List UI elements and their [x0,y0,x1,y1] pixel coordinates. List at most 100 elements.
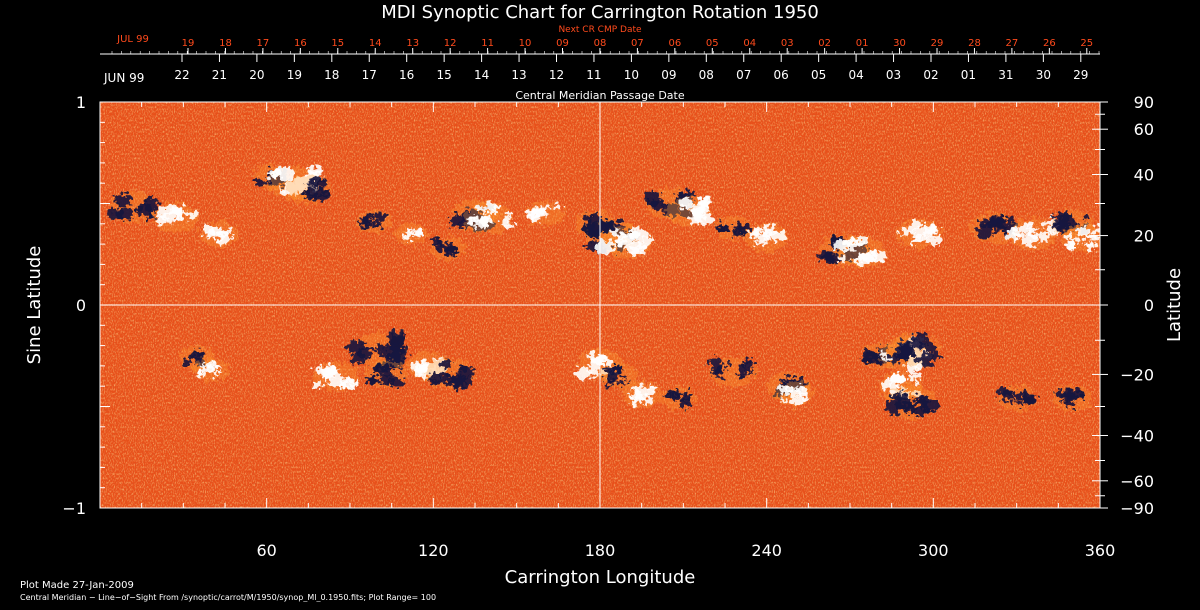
region-patch [1054,221,1064,229]
region-patch [534,217,541,223]
positive-region [394,222,428,245]
region-patch [1012,391,1024,400]
x-tick-label: 120 [418,541,449,560]
positive-region [595,225,655,260]
region-patch [929,236,942,246]
region-patch [193,349,200,355]
region-patch [897,340,914,353]
next-cmp-date-label: 07 [631,38,644,49]
region-patch [185,210,198,220]
region-patch [629,397,637,404]
region-patch [732,230,740,236]
x-axis-label: Carrington Longitude [505,567,696,588]
latitude-tick-label: −40 [1120,426,1154,445]
region-patch [902,395,908,399]
region-patch [595,240,615,255]
latitude-axis-label: Latitude [1164,268,1185,342]
y-tick-label: 0 [76,296,86,315]
next-cmp-date-label: 13 [406,38,419,49]
region-patch [645,386,657,396]
x-tick-label: 360 [1085,541,1116,560]
region-patch [762,232,772,240]
cmp-date-label: 30 [1036,68,1051,82]
region-patch [1064,234,1073,240]
next-cmp-date-label: 17 [257,38,270,49]
next-cmp-date-label: 11 [481,38,494,49]
source-info-text: Central Meridian − Line−of−Sight From /s… [20,593,436,602]
next-cmp-date-label: 18 [219,38,232,49]
region-patch [381,345,386,350]
region-patch [1055,390,1065,398]
region-patch [911,333,929,348]
cmp-date-label: 16 [399,68,414,82]
region-patch [428,378,437,384]
region-patch [683,398,688,403]
plot-made-text: Plot Made 27-Jan-2009 [20,580,134,591]
next-cmp-axis-label: Next CR CMP Date [558,25,642,35]
region-patch [209,361,218,368]
region-patch [664,389,676,399]
region-patch [896,378,902,383]
region-patch [1011,399,1017,404]
negative-region [884,385,939,420]
cmp-date-label: 07 [736,68,751,82]
cmp-date-label: 21 [212,68,227,82]
region-patch [274,166,295,182]
positive-region [834,236,886,269]
region-patch [357,346,374,359]
cmp-date-label: 29 [1073,68,1088,82]
region-patch [1082,240,1090,246]
region-patch [218,229,229,238]
positive-region [152,202,198,233]
negative-region [659,386,696,411]
positive-region [199,220,240,247]
region-patch [707,357,723,369]
region-patch [742,358,755,369]
region-patch [584,214,592,220]
region-patch [299,192,304,196]
region-patch [1024,390,1030,395]
region-patch [1064,241,1076,250]
region-patch [1017,401,1025,408]
next-cmp-date-label: 04 [743,38,756,49]
region-patch [908,372,920,381]
region-patch [890,352,905,364]
region-patch [185,354,195,362]
region-patch [1092,225,1100,235]
region-patch [552,204,560,210]
region-patch [476,206,485,213]
region-patch [1021,396,1027,401]
region-patch [788,387,801,397]
region-patch [798,391,807,398]
region-patch [914,380,921,386]
next-cmp-date-label: 27 [1006,38,1019,49]
region-patch [313,366,324,375]
region-patch [115,194,132,207]
y-axis: 1 0 −1 [62,93,110,518]
region-patch [111,195,117,199]
next-cmp-date-label: 02 [818,38,831,49]
region-patch [1016,232,1024,239]
cmp-date-label: 11 [586,68,601,82]
region-patch [636,393,647,402]
cmp-date-label: 13 [511,68,526,82]
region-patch [603,367,611,373]
latitude-axis: 90 60 40 20 0 −20 −40 −60 −90 [1092,93,1154,518]
region-patch [1052,212,1067,224]
next-cmp-date-label: 03 [781,38,794,49]
negative-region [364,360,408,389]
region-patch [302,189,309,195]
region-patch [208,367,216,373]
cmp-date-label: 19 [287,68,302,82]
region-patch [533,207,548,218]
next-cmp-date-label: 06 [668,38,681,49]
region-patch [685,391,693,398]
positive-region [666,196,714,227]
region-patch [870,250,886,262]
region-patch [314,381,324,389]
region-patch [312,194,319,200]
region-patch [304,193,315,201]
cmp-date-label: 18 [324,68,339,82]
region-patch [415,231,424,238]
region-patch [923,343,936,353]
